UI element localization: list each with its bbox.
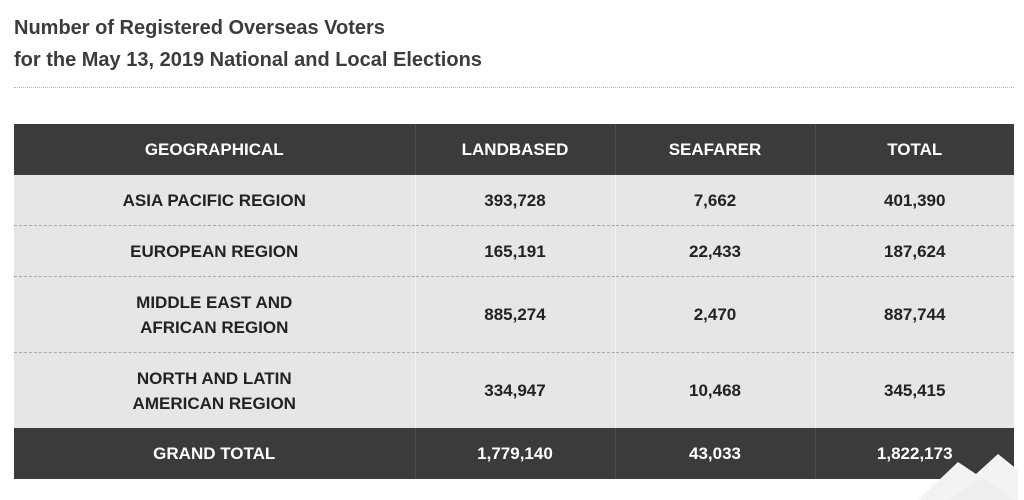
region-name-line-2: AFRICAN REGION bbox=[140, 317, 289, 337]
table-row: NORTH AND LATIN AMERICAN REGION 334,947 … bbox=[14, 352, 1014, 428]
landbased-cell: 393,728 bbox=[414, 175, 615, 226]
grand-total-row: GRAND TOTAL 1,779,140 43,033 1,822,173 bbox=[14, 428, 1014, 479]
region-name-line-1: MIDDLE EAST AND bbox=[136, 292, 293, 312]
title-line-2: for the May 13, 2019 National and Local … bbox=[14, 49, 482, 71]
total-cell: 401,390 bbox=[814, 175, 1014, 226]
region-name: EUROPEAN REGION bbox=[130, 241, 299, 261]
landbased-cell: 334,947 bbox=[414, 352, 615, 428]
header-total: TOTAL bbox=[814, 124, 1014, 175]
region-cell: NORTH AND LATIN AMERICAN REGION bbox=[14, 352, 415, 428]
table-row: MIDDLE EAST AND AFRICAN REGION 885,274 2… bbox=[14, 276, 1014, 353]
total-cell: 887,744 bbox=[814, 276, 1014, 353]
table-header-row: GEOGRAPHICAL LANDBASED SEAFARER TOTAL bbox=[14, 124, 1014, 175]
landbased-cell: 165,191 bbox=[414, 225, 615, 277]
header-landbased: LANDBASED bbox=[414, 124, 615, 175]
grand-total-total: 1,822,173 bbox=[814, 428, 1014, 479]
total-cell: 187,624 bbox=[814, 225, 1014, 277]
seafarer-cell: 7,662 bbox=[614, 175, 815, 226]
table-row: ASIA PACIFIC REGION 393,728 7,662 401,39… bbox=[14, 175, 1014, 226]
region-name-line-2: AMERICAN REGION bbox=[132, 393, 296, 413]
seafarer-cell: 10,468 bbox=[614, 352, 815, 428]
region-name: ASIA PACIFIC REGION bbox=[122, 190, 306, 210]
region-cell: EUROPEAN REGION bbox=[14, 225, 415, 277]
title-line-1: Number of Registered Overseas Voters bbox=[14, 17, 385, 39]
voters-table: GEOGRAPHICAL LANDBASED SEAFARER TOTAL AS… bbox=[14, 124, 1014, 479]
table-row: EUROPEAN REGION 165,191 22,433 187,624 bbox=[14, 225, 1014, 277]
landbased-cell: 885,274 bbox=[414, 276, 615, 353]
seafarer-cell: 2,470 bbox=[614, 276, 815, 353]
header-seafarer: SEAFARER bbox=[614, 124, 815, 175]
grand-total-label: GRAND TOTAL bbox=[14, 428, 415, 479]
region-cell: ASIA PACIFIC REGION bbox=[14, 175, 415, 226]
grand-total-landbased: 1,779,140 bbox=[414, 428, 615, 479]
page-title: Number of Registered Overseas Voters for… bbox=[14, 12, 1014, 76]
header-geographical: GEOGRAPHICAL bbox=[14, 124, 415, 175]
faint-watermark-graphic bbox=[918, 454, 1018, 500]
seafarer-cell: 22,433 bbox=[614, 225, 815, 277]
grand-total-seafarer: 43,033 bbox=[614, 428, 815, 479]
region-name-line-1: NORTH AND LATIN bbox=[136, 368, 292, 388]
total-cell: 345,415 bbox=[814, 352, 1014, 428]
title-divider bbox=[14, 87, 1014, 88]
region-cell: MIDDLE EAST AND AFRICAN REGION bbox=[14, 276, 415, 353]
